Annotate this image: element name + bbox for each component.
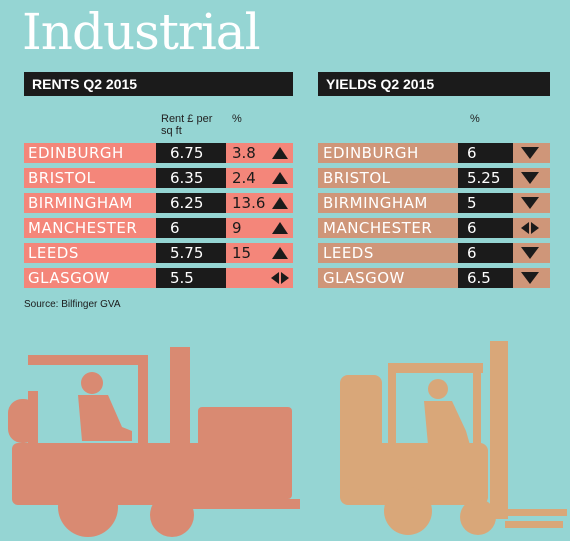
- rent-change: 13.6: [232, 194, 266, 212]
- city-name: BIRMINGHAM: [323, 194, 428, 212]
- yield-value: 6: [458, 143, 513, 163]
- yields-row: EDINBURGH 6: [318, 143, 550, 163]
- yield-value: 6: [458, 218, 513, 238]
- city-name: EDINBURGH: [28, 144, 124, 162]
- city-name: MANCHESTER: [28, 219, 138, 237]
- rent-change: 15: [232, 244, 252, 262]
- rent-value: 6.75: [156, 143, 226, 163]
- rents-row: BIRMINGHAM 6.25 13.6: [24, 193, 293, 213]
- down-arrow-icon: [521, 272, 539, 284]
- forklift-illustration: [8, 341, 567, 537]
- yield-value: 5: [458, 193, 513, 213]
- left-right-arrow-icon: [521, 222, 539, 234]
- rent-value: 6.35: [156, 168, 226, 188]
- yields-row: LEEDS 6: [318, 243, 550, 263]
- rents-row: MANCHESTER 6 9: [24, 218, 293, 238]
- forklift-left-icon: [8, 347, 300, 537]
- rents-heading: RENTS Q2 2015: [24, 72, 293, 96]
- rents-column-pct: %: [232, 113, 242, 125]
- city-name: LEEDS: [28, 244, 79, 262]
- up-arrow-icon: [272, 197, 288, 209]
- page-title: Industrial: [22, 3, 261, 61]
- city-name: BRISTOL: [323, 169, 391, 187]
- rent-change: 2.4: [232, 169, 256, 187]
- city-name: LEEDS: [323, 244, 374, 262]
- up-arrow-icon: [272, 147, 288, 159]
- rent-value: 5.5: [156, 268, 226, 288]
- rent-change: 9: [232, 219, 242, 237]
- city-name: BRISTOL: [28, 169, 96, 187]
- rents-row: BRISTOL 6.35 2.4: [24, 168, 293, 188]
- city-name: EDINBURGH: [323, 144, 419, 162]
- rent-value: 6: [156, 218, 226, 238]
- down-arrow-icon: [521, 247, 539, 259]
- up-arrow-icon: [272, 247, 288, 259]
- rent-value: 5.75: [156, 243, 226, 263]
- rents-row: EDINBURGH 6.75 3.8: [24, 143, 293, 163]
- city-name: MANCHESTER: [323, 219, 433, 237]
- up-arrow-icon: [272, 172, 288, 184]
- source-note: Source: Bilfinger GVA: [24, 299, 121, 310]
- down-arrow-icon: [521, 147, 539, 159]
- yield-value: 6: [458, 243, 513, 263]
- yields-column-pct: %: [470, 113, 480, 125]
- yields-heading: YIELDS Q2 2015: [318, 72, 550, 96]
- rents-column-rent: Rent £ per sq ft: [161, 113, 213, 137]
- rents-row: GLASGOW 5.5: [24, 268, 293, 288]
- yields-row: BRISTOL 5.25: [318, 168, 550, 188]
- city-name: GLASGOW: [323, 269, 405, 287]
- yields-row: BIRMINGHAM 5: [318, 193, 550, 213]
- up-arrow-icon: [272, 222, 288, 234]
- city-name: BIRMINGHAM: [28, 194, 133, 212]
- yields-row: MANCHESTER 6: [318, 218, 550, 238]
- yield-value: 5.25: [458, 168, 513, 188]
- city-name: GLASGOW: [28, 269, 110, 287]
- yields-row: GLASGOW 6.5: [318, 268, 550, 288]
- down-arrow-icon: [521, 172, 539, 184]
- left-right-arrow-icon: [271, 272, 289, 284]
- rent-change: 3.8: [232, 144, 256, 162]
- forklift-right-icon: [340, 341, 567, 535]
- rents-row: LEEDS 5.75 15: [24, 243, 293, 263]
- rent-value: 6.25: [156, 193, 226, 213]
- yield-value: 6.5: [458, 268, 513, 288]
- down-arrow-icon: [521, 197, 539, 209]
